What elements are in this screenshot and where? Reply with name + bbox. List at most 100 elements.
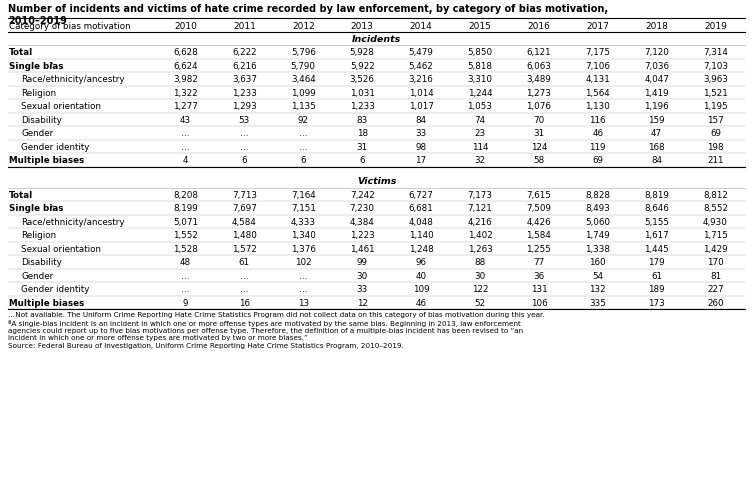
Text: 1,402: 1,402	[468, 231, 493, 240]
Text: …: …	[240, 271, 249, 280]
Text: 7,713: 7,713	[232, 191, 257, 199]
Text: 1,617: 1,617	[644, 231, 669, 240]
Text: 5,155: 5,155	[644, 217, 669, 226]
Text: Religion: Religion	[21, 231, 56, 240]
Text: 4,426: 4,426	[526, 217, 551, 226]
Text: 2011: 2011	[233, 22, 256, 31]
Text: Total: Total	[9, 191, 33, 199]
Text: …: …	[181, 285, 190, 294]
Text: 7,036: 7,036	[644, 61, 669, 71]
Text: 132: 132	[590, 285, 606, 294]
Text: Race/ethnicity/ancestry: Race/ethnicity/ancestry	[21, 75, 125, 84]
Text: …: …	[240, 285, 249, 294]
Text: …: …	[299, 143, 308, 151]
Text: 99: 99	[356, 258, 368, 267]
Text: 8,646: 8,646	[644, 204, 669, 213]
Text: 2019: 2019	[704, 22, 727, 31]
Text: 4,584: 4,584	[232, 217, 256, 226]
Text: 52: 52	[475, 298, 486, 307]
Text: 1,584: 1,584	[526, 231, 551, 240]
Text: 6,727: 6,727	[408, 191, 433, 199]
Text: 36: 36	[533, 271, 544, 280]
Text: 30: 30	[356, 271, 368, 280]
Text: Religion: Religion	[21, 89, 56, 97]
Text: 7,120: 7,120	[644, 48, 669, 57]
Text: 6,121: 6,121	[526, 48, 551, 57]
Text: Gender: Gender	[21, 271, 53, 280]
Text: 81: 81	[710, 271, 721, 280]
Text: 4,384: 4,384	[350, 217, 374, 226]
Text: Gender: Gender	[21, 129, 53, 138]
Text: Sexual orientation: Sexual orientation	[21, 244, 101, 253]
Text: 83: 83	[356, 116, 368, 124]
Text: 1,031: 1,031	[350, 89, 374, 97]
Text: Multiple biases: Multiple biases	[9, 298, 84, 307]
Text: 17: 17	[416, 156, 426, 165]
Text: 2018: 2018	[645, 22, 668, 31]
Text: 131: 131	[531, 285, 547, 294]
Text: 5,462: 5,462	[408, 61, 433, 71]
Text: 61: 61	[239, 258, 250, 267]
Text: 4,048: 4,048	[408, 217, 433, 226]
Text: 47: 47	[651, 129, 663, 138]
Text: 98: 98	[416, 143, 426, 151]
Text: 2010–2019: 2010–2019	[8, 16, 67, 26]
Text: 7,697: 7,697	[232, 204, 256, 213]
Text: 1,273: 1,273	[526, 89, 551, 97]
Text: 1,244: 1,244	[468, 89, 493, 97]
Text: 2013: 2013	[350, 22, 374, 31]
Text: 33: 33	[356, 285, 368, 294]
Text: 170: 170	[707, 258, 724, 267]
Text: 8,819: 8,819	[644, 191, 669, 199]
Text: 12: 12	[356, 298, 368, 307]
Text: 6,628: 6,628	[173, 48, 198, 57]
Text: 5,850: 5,850	[468, 48, 493, 57]
Text: 1,014: 1,014	[408, 89, 433, 97]
Text: 18: 18	[356, 129, 368, 138]
Text: 1,461: 1,461	[350, 244, 374, 253]
Text: 31: 31	[533, 129, 544, 138]
Text: 7,314: 7,314	[703, 48, 728, 57]
Text: 3,489: 3,489	[526, 75, 551, 84]
Text: 32: 32	[475, 156, 486, 165]
Text: 1,552: 1,552	[173, 231, 198, 240]
Text: 4,333: 4,333	[291, 217, 316, 226]
Text: 3,637: 3,637	[232, 75, 257, 84]
Text: 2012: 2012	[292, 22, 314, 31]
Text: 1,053: 1,053	[468, 102, 493, 111]
Text: 7,242: 7,242	[350, 191, 374, 199]
Text: 1,429: 1,429	[703, 244, 728, 253]
Text: ªA single-bias incident is an incident in which one or more offense types are mo: ªA single-bias incident is an incident i…	[8, 319, 521, 326]
Text: Sexual orientation: Sexual orientation	[21, 102, 101, 111]
Text: 8,493: 8,493	[585, 204, 610, 213]
Text: 198: 198	[707, 143, 724, 151]
Text: 8,828: 8,828	[585, 191, 611, 199]
Text: 30: 30	[475, 271, 486, 280]
Text: 96: 96	[416, 258, 426, 267]
Text: 1,248: 1,248	[408, 244, 433, 253]
Text: 8,552: 8,552	[703, 204, 728, 213]
Text: Single bias: Single bias	[9, 204, 63, 213]
Text: 6,624: 6,624	[173, 61, 198, 71]
Text: …: …	[299, 285, 308, 294]
Text: 1,140: 1,140	[408, 231, 433, 240]
Text: 8,812: 8,812	[703, 191, 728, 199]
Text: 5,928: 5,928	[350, 48, 374, 57]
Text: 1,376: 1,376	[291, 244, 316, 253]
Text: 2010: 2010	[174, 22, 197, 31]
Text: Disability: Disability	[21, 116, 62, 124]
Text: 211: 211	[708, 156, 723, 165]
Text: Single bias: Single bias	[9, 61, 63, 71]
Text: 2014: 2014	[410, 22, 432, 31]
Text: …: …	[240, 143, 249, 151]
Text: Multiple biases: Multiple biases	[9, 156, 84, 165]
Text: 5,922: 5,922	[350, 61, 374, 71]
Text: 1,480: 1,480	[232, 231, 256, 240]
Text: 7,230: 7,230	[350, 204, 374, 213]
Text: 43: 43	[180, 116, 191, 124]
Text: 92: 92	[298, 116, 309, 124]
Text: 3,310: 3,310	[468, 75, 493, 84]
Text: 54: 54	[592, 271, 603, 280]
Text: 1,277: 1,277	[173, 102, 198, 111]
Text: 102: 102	[295, 258, 311, 267]
